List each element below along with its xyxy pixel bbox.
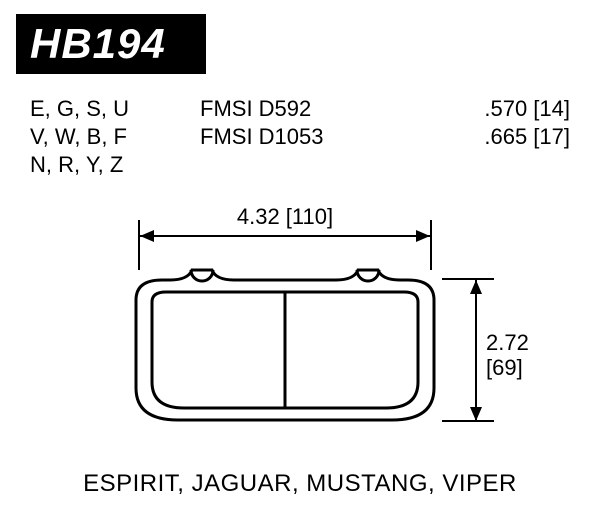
fmsi-1: FMSI D592	[200, 96, 380, 122]
thickness-1: .570 [14]	[440, 96, 570, 122]
dim-width-label: 4.32 [110]	[210, 204, 360, 230]
brake-pad-outline	[130, 270, 440, 425]
height-inches: 2.72	[486, 330, 529, 355]
pad-diagram: 4.32 [110] 2.72 [69]	[80, 200, 520, 460]
compound-codes-1: E, G, S, U	[30, 96, 180, 122]
width-mm: 110	[292, 204, 327, 229]
pin-hole-left	[191, 270, 213, 281]
dim-height-extension-top	[442, 278, 494, 280]
arrow-down-icon	[470, 407, 482, 421]
compound-codes-2: V, W, B, F	[30, 124, 180, 150]
pin-hole-right	[357, 270, 379, 281]
dim-width-extension-right	[430, 220, 432, 270]
part-number-badge: HB194	[16, 14, 206, 74]
fmsi-2: FMSI D1053	[200, 124, 380, 150]
part-number: HB194	[30, 20, 166, 67]
dim-width-line	[140, 235, 430, 237]
spec-sheet: HB194 E, G, S, U FMSI D592 .570 [14] V, …	[0, 0, 600, 518]
dim-height-label: 2.72 [69]	[486, 330, 529, 381]
width-inches: 4.32	[237, 204, 280, 229]
dim-width-extension-left	[138, 220, 140, 270]
compound-codes-3: N, R, Y, Z	[30, 152, 180, 178]
thickness-2: .665 [17]	[440, 124, 570, 150]
arrow-right-icon	[416, 230, 430, 242]
arrow-left-icon	[140, 230, 154, 242]
dim-height-line	[475, 280, 477, 420]
applications: ESPIRIT, JAGUAR, MUSTANG, VIPER	[0, 470, 600, 498]
dim-height-extension-bottom	[442, 420, 494, 422]
height-mm: 69	[492, 355, 516, 380]
arrow-up-icon	[470, 280, 482, 294]
